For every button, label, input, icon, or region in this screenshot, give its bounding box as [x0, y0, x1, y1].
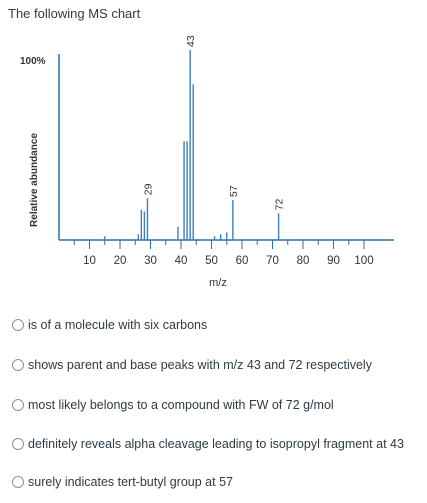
x-tick-label: 70	[266, 255, 279, 267]
question-intro: The following MS chart	[8, 6, 141, 21]
radio-button[interactable]	[12, 319, 24, 331]
peak-label-29: 29	[142, 183, 154, 195]
option-text: most likely belongs to a compound with F…	[28, 398, 334, 412]
option-5[interactable]: surely indicates tert-butyl group at 57	[12, 475, 233, 489]
option-text: is of a molecule with six carbons	[28, 318, 208, 332]
peak-label-57: 57	[228, 185, 240, 197]
x-tick-label: 10	[83, 255, 96, 267]
y-top-label: 100%	[20, 56, 46, 67]
option-2[interactable]: shows parent and base peaks with m/z 43 …	[12, 358, 372, 372]
x-axis-label: m/z	[209, 277, 227, 289]
option-1[interactable]: is of a molecule with six carbons	[12, 318, 207, 332]
option-3[interactable]: most likely belongs to a compound with F…	[12, 398, 334, 412]
radio-button[interactable]	[12, 438, 24, 450]
x-tick-label: 60	[236, 255, 249, 267]
x-tick-label: 20	[114, 255, 127, 267]
x-tick-label: 100	[354, 255, 373, 267]
option-4[interactable]: definitely reveals alpha cleavage leadin…	[12, 437, 404, 451]
peak-label-72: 72	[274, 199, 286, 211]
radio-button[interactable]	[12, 476, 24, 488]
mass-spectrum-chart: 100% Relative abundance 10 20 30 40 50 60 70 80…	[20, 35, 394, 289]
option-text: shows parent and base peaks with m/z 43 …	[28, 358, 372, 372]
radio-button[interactable]	[12, 399, 24, 411]
radio-button[interactable]	[12, 359, 24, 371]
x-tick-label: 50	[205, 255, 218, 267]
x-tick-label: 40	[175, 255, 188, 267]
option-text: surely indicates tert-butyl group at 57	[28, 475, 233, 489]
x-tick-label: 80	[297, 255, 310, 267]
x-tick-label: 90	[327, 255, 340, 267]
y-axis-label: Relative abundance	[29, 133, 40, 227]
x-tick-label: 30	[144, 255, 157, 267]
option-text: definitely reveals alpha cleavage leadin…	[28, 437, 404, 451]
peak-label-43: 43	[185, 35, 197, 47]
